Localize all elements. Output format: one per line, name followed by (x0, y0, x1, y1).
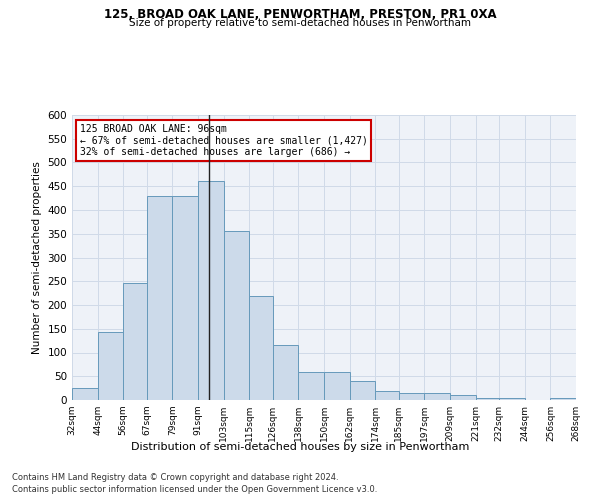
Bar (424, 393, 450, 400)
Bar (224, 232, 249, 400)
Bar (298, 372, 324, 400)
Bar (98, 332, 123, 400)
Bar (476, 398, 499, 400)
Bar (249, 296, 273, 400)
Text: Distribution of semi-detached houses by size in Penwortham: Distribution of semi-detached houses by … (131, 442, 469, 452)
Bar (72, 388, 98, 400)
Text: 125, BROAD OAK LANE, PENWORTHAM, PRESTON, PR1 0XA: 125, BROAD OAK LANE, PENWORTHAM, PRESTON… (104, 8, 496, 20)
Bar (123, 282, 147, 400)
Bar (375, 390, 399, 400)
Bar (198, 182, 224, 400)
Bar (350, 381, 375, 400)
Bar (273, 346, 298, 400)
Text: 125 BROAD OAK LANE: 96sqm
← 67% of semi-detached houses are smaller (1,427)
32% : 125 BROAD OAK LANE: 96sqm ← 67% of semi-… (80, 124, 367, 157)
Bar (450, 395, 476, 400)
Bar (324, 372, 350, 400)
Bar (399, 393, 424, 400)
Bar (499, 398, 525, 400)
Y-axis label: Number of semi-detached properties: Number of semi-detached properties (32, 161, 42, 354)
Bar (172, 196, 198, 400)
Text: Contains public sector information licensed under the Open Government Licence v3: Contains public sector information licen… (12, 485, 377, 494)
Bar (550, 398, 576, 400)
Text: Contains HM Land Registry data © Crown copyright and database right 2024.: Contains HM Land Registry data © Crown c… (12, 472, 338, 482)
Text: Size of property relative to semi-detached houses in Penwortham: Size of property relative to semi-detach… (129, 18, 471, 28)
Bar (147, 196, 172, 400)
